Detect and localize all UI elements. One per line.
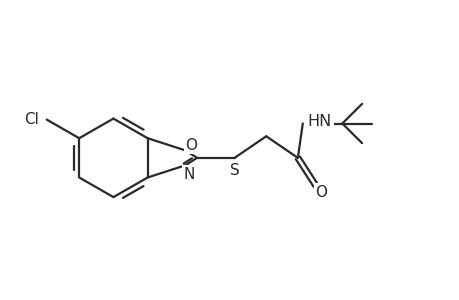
Text: O: O bbox=[185, 138, 197, 153]
Text: HN: HN bbox=[307, 114, 331, 129]
Text: S: S bbox=[229, 163, 239, 178]
Text: N: N bbox=[183, 167, 195, 182]
Text: O: O bbox=[315, 185, 327, 200]
Text: Cl: Cl bbox=[24, 112, 39, 127]
